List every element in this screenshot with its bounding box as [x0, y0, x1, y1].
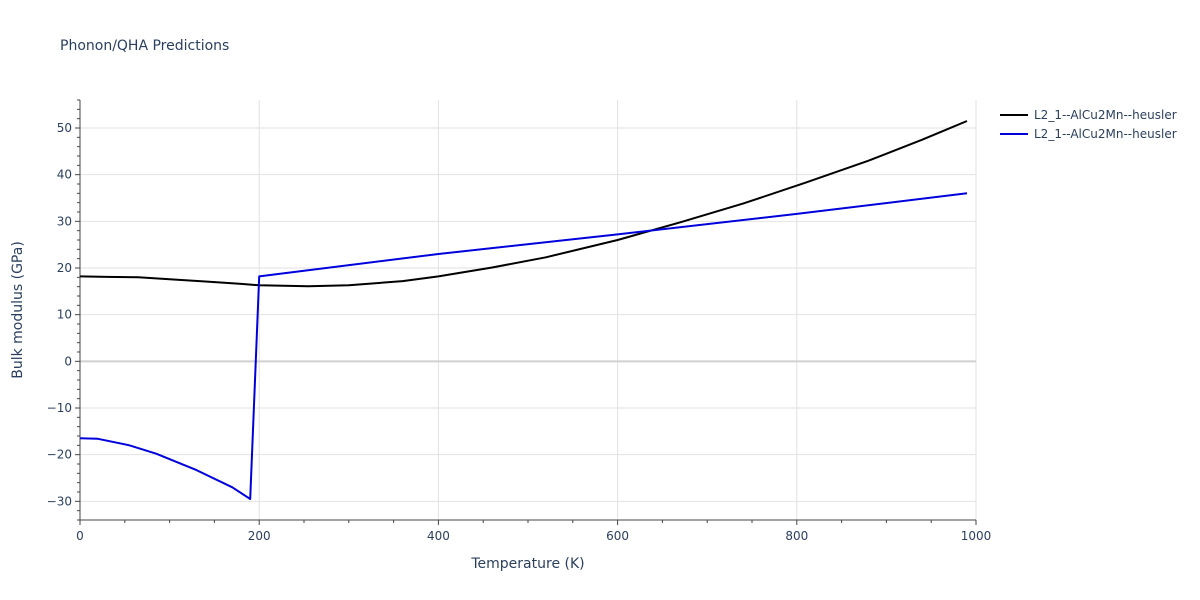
series-line-1 — [79, 120, 968, 288]
y-tick-label: 20 — [57, 261, 72, 275]
y-tick-label: 0 — [64, 354, 72, 368]
x-tick-label: 600 — [606, 529, 629, 543]
y-tick-label: −10 — [47, 401, 72, 415]
y-tick-label: 30 — [57, 214, 72, 228]
legend-item-1[interactable]: L2_1--AlCu2Mn--heusler — [1000, 108, 1177, 122]
y-tick-label: −20 — [47, 448, 72, 462]
legend-item-2[interactable]: L2_1--AlCu2Mn--heusler — [1000, 127, 1177, 141]
series-group — [79, 120, 968, 500]
y-axis-title: Bulk modulus (GPa) — [10, 241, 26, 379]
grid — [80, 100, 977, 520]
x-axis-title: Temperature (K) — [470, 556, 584, 572]
series-line-2 — [79, 192, 968, 500]
y-tick-label: 40 — [57, 168, 72, 182]
legend[interactable]: L2_1--AlCu2Mn--heusler L2_1--AlCu2Mn--heu… — [1000, 108, 1177, 141]
chart-title: Phonon/QHA Predictions — [60, 38, 229, 54]
y-tick-label: 50 — [57, 121, 72, 135]
x-tick-label: 0 — [76, 529, 84, 543]
y-tick-label: −30 — [47, 494, 72, 508]
y-tick-label: 10 — [57, 308, 72, 322]
x-tick-label: 800 — [785, 529, 808, 543]
axes: 0 200 400 600 800 1000 −30 −20 −10 0 10 20 30 40 50 — [47, 99, 992, 543]
legend-label: L2_1--AlCu2Mn--heusler — [1034, 127, 1177, 141]
x-tick-label: 1000 — [961, 529, 992, 543]
x-tick-label: 400 — [427, 529, 450, 543]
x-tick-label: 200 — [248, 529, 271, 543]
legend-label: L2_1--AlCu2Mn--heusler — [1034, 108, 1177, 122]
